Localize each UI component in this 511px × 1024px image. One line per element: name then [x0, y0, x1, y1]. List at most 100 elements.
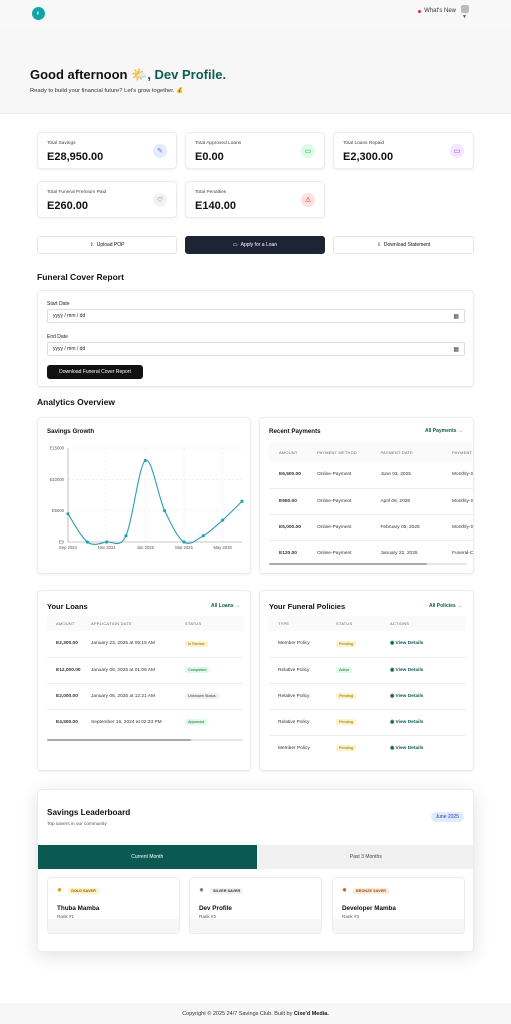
app-logo[interactable]: ◐: [32, 7, 45, 20]
table-row[interactable]: E12,000.00 January 06, 2025 at 01:06 AM Co…: [47, 657, 243, 683]
apply-loan-button[interactable]: ▭ Apply for a Loan: [185, 236, 325, 254]
status-badge: In Review: [185, 640, 208, 647]
status-badge: Unknown Status: [185, 693, 219, 699]
y-tick-label: E0: [59, 540, 65, 545]
stat-card-penalties: Total Penalties E140.00 ⚠: [185, 181, 325, 218]
cell: Relative Policy: [278, 667, 310, 673]
cell: Online-Payment: [317, 498, 352, 504]
footer-brand-link[interactable]: Cixe'd Media.: [293, 1010, 329, 1017]
stat-card-funeral-premium: Total Funeral Premium Paid E260.00 ♡: [37, 181, 177, 218]
savings-series-line: [67, 459, 243, 545]
saver-badge: SILVER SAVER: [210, 888, 244, 894]
cell: E2,000.00: [56, 693, 78, 699]
notification-dot: [418, 9, 422, 13]
upload-icon: ⇪: [89, 242, 94, 248]
view-details-link[interactable]: ◉ View Details: [390, 668, 423, 673]
table-row[interactable]: E2,300.00 January 23, 2025 at 09:15 AM In …: [47, 631, 243, 657]
all-payments-link[interactable]: All Payments →: [425, 428, 463, 434]
end-date-input[interactable]: yyyy / mm / dd ▦: [47, 342, 465, 356]
saver-badge: GOLD SAVER: [68, 888, 99, 894]
col-header: TYPE: [278, 621, 290, 626]
table-row[interactable]: E2,000.00 January 06, 2025 at 12:21 AM Unk…: [47, 683, 243, 709]
cell: Member Policy: [278, 641, 310, 647]
download-funeral-report-button[interactable]: Download Funeral Cover Report: [47, 365, 143, 379]
saver-card-gold: ✸ GOLD SAVER Thuba Mamba Rank #1: [47, 877, 180, 934]
stat-card-approved-loans: Total Approved Loans E0.00 ▭: [185, 132, 325, 169]
col-header: STATUS: [336, 621, 353, 626]
leaderboard-tabs: Current Month Past 3 Months: [38, 845, 473, 869]
leaderboard-subtitle: Top savers in our community: [47, 821, 107, 826]
view-details-label: View Details: [395, 719, 424, 725]
cell: Online-Payment: [317, 472, 352, 478]
cell: February 05, 2026: [380, 524, 420, 530]
view-details-link[interactable]: ◉ View Details: [390, 746, 423, 751]
table-header-row: AMOUNT PAYMENT METHOD PAYMENT DATE PAYME…: [269, 442, 473, 462]
table-row[interactable]: E6,500.00 Online-Payment June 03, 2025 Mont…: [269, 462, 474, 488]
all-policies-link[interactable]: All Policies →: [429, 603, 462, 609]
data-point: [221, 518, 225, 522]
whats-new-link[interactable]: What's New: [418, 8, 456, 14]
col-header: APPLICATION DATE: [91, 621, 132, 626]
user-avatar[interactable]: [461, 5, 469, 13]
cell: Monthly-Savi: [452, 524, 474, 530]
saver-rank: Rank #3: [342, 914, 360, 919]
y-tick-label: E5000: [52, 508, 65, 513]
table-header-row: TYPE STATUS ACTIONS: [269, 616, 466, 631]
data-point: [240, 499, 244, 503]
tab-past-3-months[interactable]: Past 3 Months: [256, 845, 473, 869]
col-header: PAYMENT DATE: [380, 449, 414, 455]
saver-name: Developer Mamba: [342, 905, 396, 912]
greeting-text: Good afternoon: [30, 67, 128, 82]
arrow-right-icon: →: [457, 603, 463, 609]
cell: Monthly-Savi: [452, 472, 474, 478]
view-details-link[interactable]: ◉ View Details: [390, 641, 423, 646]
table-row[interactable]: E950.00 Online-Payment April 06, 2026 Month…: [269, 488, 473, 514]
table-row: Member Policy Pending ◉ View Details: [269, 631, 466, 657]
start-date-input[interactable]: yyyy / mm / dd ▦: [47, 309, 465, 323]
view-details-link[interactable]: ◉ View Details: [390, 720, 423, 725]
table-row[interactable]: E4,500.00 September 16, 2024 at 02:33 PM A…: [47, 709, 243, 735]
saver-name: Thuba Mamba: [57, 905, 100, 912]
status-badge: Pending: [336, 640, 356, 647]
col-header: AMOUNT: [56, 621, 75, 626]
data-point: [66, 512, 70, 516]
calendar-icon[interactable]: ▦: [453, 313, 459, 320]
all-loans-link[interactable]: All Loans →: [211, 603, 240, 609]
col-header: AMOUNT: [279, 449, 298, 455]
data-point: [163, 509, 167, 513]
funeral-policies-card: Your Funeral Policies All Policies → TYP…: [259, 590, 474, 771]
stat-label: Total Funeral Premium Paid: [47, 190, 107, 195]
horizontal-scrollbar[interactable]: [269, 563, 467, 565]
eye-icon: ◉: [390, 667, 395, 673]
view-details-label: View Details: [395, 641, 424, 647]
chevron-down-icon[interactable]: ▼: [462, 14, 467, 20]
upload-pop-button[interactable]: ⇪ Upload POP: [37, 236, 177, 254]
download-icon: ⇩: [376, 242, 381, 248]
view-details-label: View Details: [395, 667, 424, 673]
stat-value: E2,300.00: [343, 151, 394, 163]
scrollbar-thumb[interactable]: [47, 739, 191, 741]
cell: January 06, 2025 at 12:21 AM: [91, 693, 156, 699]
tab-current-month[interactable]: Current Month: [38, 845, 257, 869]
saver-card-bronze: ✸ BRONZE SAVER Developer Mamba Rank #3: [332, 877, 465, 934]
cell: January 23, 2025 at 09:15 AM: [91, 641, 156, 647]
calendar-icon[interactable]: ▦: [453, 346, 459, 353]
data-point: [124, 534, 128, 538]
data-point: [85, 540, 89, 544]
table-row[interactable]: E5,000.00 Online-Payment February 05, 2026…: [269, 514, 474, 540]
horizontal-scrollbar[interactable]: [47, 739, 243, 741]
table-row[interactable]: E120.00 Online-Payment January 22, 2025 Fun…: [269, 540, 474, 566]
cell: E120.00: [279, 550, 297, 556]
y-tick-label: E15000: [50, 446, 65, 451]
scrollbar-thumb[interactable]: [269, 563, 427, 565]
status-badge: Pending: [336, 719, 356, 725]
saver-badge: BRONZE SAVER: [353, 888, 389, 894]
table-row: Relative Policy Pending ◉ View Details: [269, 709, 466, 735]
view-details-label: View Details: [395, 693, 424, 699]
stat-value: E260.00: [47, 200, 88, 212]
recent-payments-card: Recent Payments All Payments → AMOUNT PA…: [259, 417, 474, 574]
download-statement-button[interactable]: ⇩ Download Statement: [333, 236, 474, 254]
funeral-policies-title: Your Funeral Policies: [269, 602, 346, 611]
view-details-link[interactable]: ◉ View Details: [390, 694, 423, 699]
cell: Funeral-Cove: [452, 550, 474, 556]
